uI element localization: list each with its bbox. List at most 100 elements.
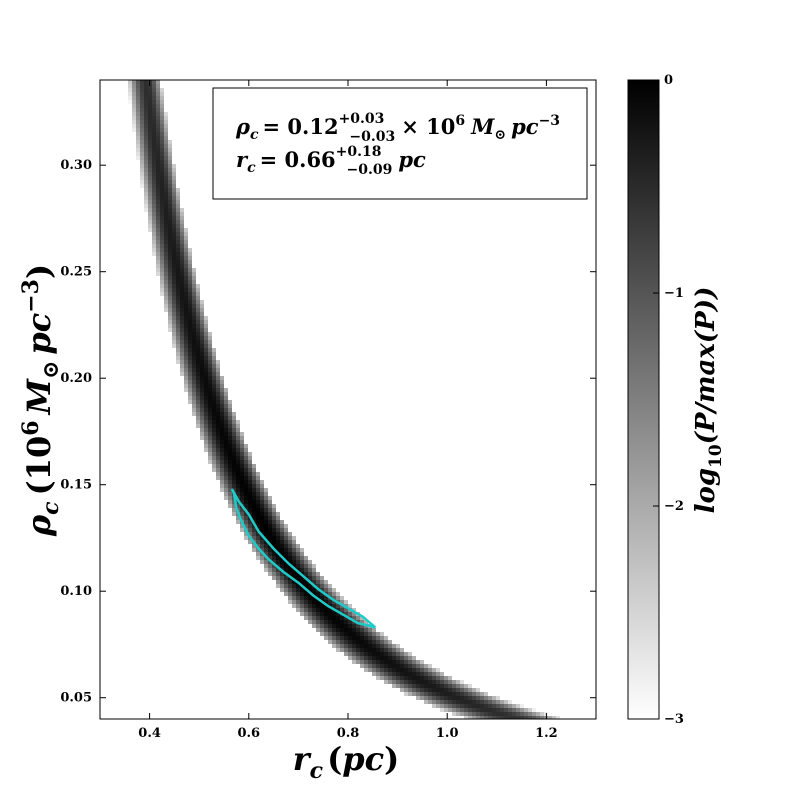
heatmap-cell xyxy=(252,492,256,496)
heatmap-cell xyxy=(160,196,164,200)
heatmap-cell xyxy=(272,524,276,528)
heatmap-cell xyxy=(148,128,152,132)
heatmap-cell xyxy=(360,616,364,620)
heatmap-cell xyxy=(136,88,140,92)
heatmap-cell xyxy=(148,176,152,180)
heatmap-cell xyxy=(192,320,196,324)
heatmap-cell xyxy=(392,660,396,664)
heatmap-cell xyxy=(208,392,212,396)
heatmap-cell xyxy=(220,400,224,404)
heatmap-cell xyxy=(152,164,156,168)
heatmap-cell xyxy=(316,584,320,588)
heatmap-cell xyxy=(188,292,192,296)
heatmap-cell xyxy=(176,340,180,344)
heatmap-cell xyxy=(144,112,148,116)
heatmap-cell xyxy=(156,92,160,96)
heatmap-cell xyxy=(428,664,432,668)
heatmap-cell xyxy=(300,608,304,612)
heatmap-cell xyxy=(172,204,176,208)
heatmap-cell xyxy=(336,596,340,600)
heatmap-cell xyxy=(540,716,544,719)
heatmap-cell xyxy=(148,152,152,156)
heatmap-cell xyxy=(324,636,328,640)
heatmap-cell xyxy=(184,364,188,368)
heatmap-cell xyxy=(220,476,224,480)
heatmap-cell xyxy=(132,96,136,100)
heatmap-cell xyxy=(336,612,340,616)
heatmap-cell xyxy=(128,96,132,100)
heatmap-cell xyxy=(468,700,472,704)
heatmap-cell xyxy=(336,608,340,612)
heatmap-cell xyxy=(196,376,200,380)
heatmap-cell xyxy=(200,432,204,436)
heatmap-cell xyxy=(204,400,208,404)
heatmap-cell xyxy=(196,368,200,372)
heatmap-cell xyxy=(176,220,180,224)
heatmap-cell xyxy=(264,496,268,500)
heatmap-cell xyxy=(128,84,132,88)
heatmap-cell xyxy=(176,256,180,260)
heatmap-cell xyxy=(156,268,160,272)
heatmap-cell xyxy=(352,644,356,648)
heatmap-cell xyxy=(236,516,240,520)
heatmap-cell xyxy=(392,644,396,648)
heatmap-cell xyxy=(316,616,320,620)
heatmap-cell xyxy=(152,204,156,208)
heatmap-cell xyxy=(200,312,204,316)
heatmap-cell xyxy=(404,668,408,672)
heatmap-cell xyxy=(512,708,516,712)
heatmap-cell xyxy=(416,684,420,688)
heatmap-cell xyxy=(240,432,244,436)
heatmap-cell xyxy=(268,532,272,536)
heatmap-cell xyxy=(208,348,212,352)
heatmap-cell xyxy=(184,228,188,232)
heatmap-cell xyxy=(140,128,144,132)
heatmap-cell xyxy=(192,300,196,304)
heatmap-cell xyxy=(208,424,212,428)
heatmap-cell xyxy=(364,620,368,624)
heatmap-cell xyxy=(172,280,176,284)
heatmap-cell xyxy=(364,656,368,660)
heatmap-cell xyxy=(468,684,472,688)
heatmap-cell xyxy=(136,92,140,96)
heatmap-cell xyxy=(244,464,248,468)
heatmap-cell xyxy=(348,604,352,608)
heatmap-cell xyxy=(144,128,148,132)
heatmap-cell xyxy=(152,100,156,104)
heatmap-cell xyxy=(164,124,168,128)
heatmap-cell xyxy=(172,320,176,324)
heatmap-cell xyxy=(200,408,204,412)
heatmap-cell xyxy=(148,112,152,116)
heatmap-cell xyxy=(328,624,332,628)
heatmap-cell xyxy=(180,232,184,236)
heatmap-cell xyxy=(244,472,248,476)
heatmap-cell xyxy=(136,96,140,100)
heatmap-cell xyxy=(468,716,472,719)
heatmap-cell xyxy=(224,404,228,408)
heatmap-cell xyxy=(276,544,280,548)
heatmap-cell xyxy=(340,648,344,652)
heatmap-cell xyxy=(272,560,276,564)
heatmap-cell xyxy=(360,640,364,644)
heatmap-cell xyxy=(188,264,192,268)
heatmap-cell xyxy=(204,392,208,396)
heatmap-cell xyxy=(220,444,224,448)
heatmap-cell xyxy=(184,292,188,296)
heatmap-cell xyxy=(384,636,388,640)
heatmap-cell xyxy=(256,524,260,528)
heatmap-cell xyxy=(276,580,280,584)
heatmap-cell xyxy=(180,288,184,292)
heatmap-cell xyxy=(156,184,160,188)
heatmap-cell xyxy=(412,688,416,692)
heatmap-cell xyxy=(444,700,448,704)
heatmap-cell xyxy=(164,136,168,140)
heatmap-cell xyxy=(164,276,168,280)
heatmap-cell xyxy=(140,80,144,84)
heatmap-cell xyxy=(260,492,264,496)
heatmap-cell xyxy=(304,612,308,616)
heatmap-cell xyxy=(280,544,284,548)
heatmap-cell xyxy=(200,396,204,400)
heatmap-cell xyxy=(308,568,312,572)
heatmap-cell xyxy=(212,384,216,388)
heatmap-cell xyxy=(288,592,292,596)
